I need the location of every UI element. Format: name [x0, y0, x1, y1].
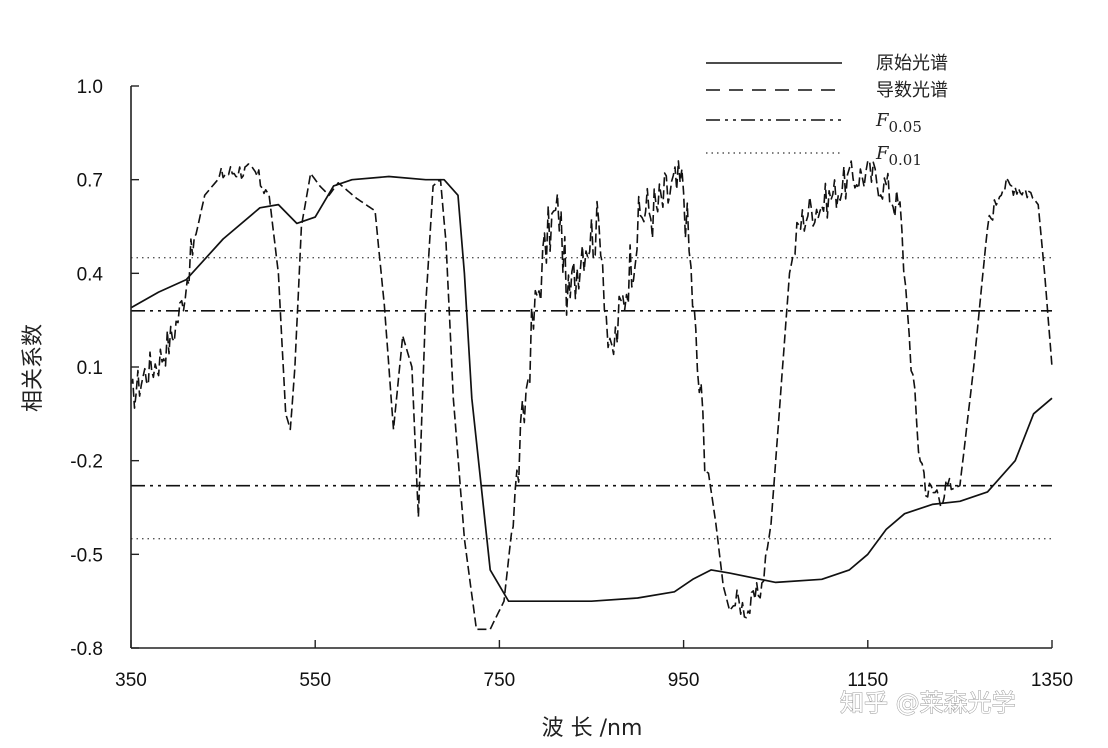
- x-tick-label: 350: [115, 670, 147, 691]
- y-tick-label: -0.5: [70, 545, 103, 566]
- legend-label-f001: F0.01: [875, 143, 922, 169]
- series-line-derivative: [130, 160, 1053, 631]
- y-tick-label: -0.8: [70, 639, 103, 660]
- plot-area: [130, 160, 1053, 631]
- y-axis-title: 相关系数: [21, 324, 46, 412]
- axes: 350 550 750 950 1150 1350 1.0 0.7 0.4 0.1 -0.2 -0.5…: [70, 77, 1073, 691]
- legend-label-derivative: 导数光谱: [876, 80, 948, 101]
- y-tick-label: 0.1: [77, 358, 103, 379]
- watermark: 知乎 @莱森光学: [840, 689, 1016, 717]
- x-tick-label: 950: [668, 670, 700, 691]
- x-tick-label: 750: [484, 670, 516, 691]
- legend-label-f005: F0.05: [875, 110, 922, 136]
- y-tick-label: 0.7: [77, 171, 103, 192]
- x-tick-label: 550: [299, 670, 331, 691]
- x-axis-title: 波 长 /nm: [542, 716, 643, 741]
- series-line-original: [130, 175, 1053, 603]
- x-tick-label: 1150: [847, 670, 888, 691]
- legend-label-original: 原始光谱: [876, 53, 948, 74]
- y-tick-label: -0.2: [70, 452, 103, 473]
- legend: 原始光谱 导数光谱 F0.05 F0.01: [706, 53, 948, 169]
- x-tick-label: 1350: [1031, 670, 1073, 691]
- y-tick-label: 1.0: [77, 77, 103, 98]
- y-tick-label: 0.4: [77, 264, 104, 285]
